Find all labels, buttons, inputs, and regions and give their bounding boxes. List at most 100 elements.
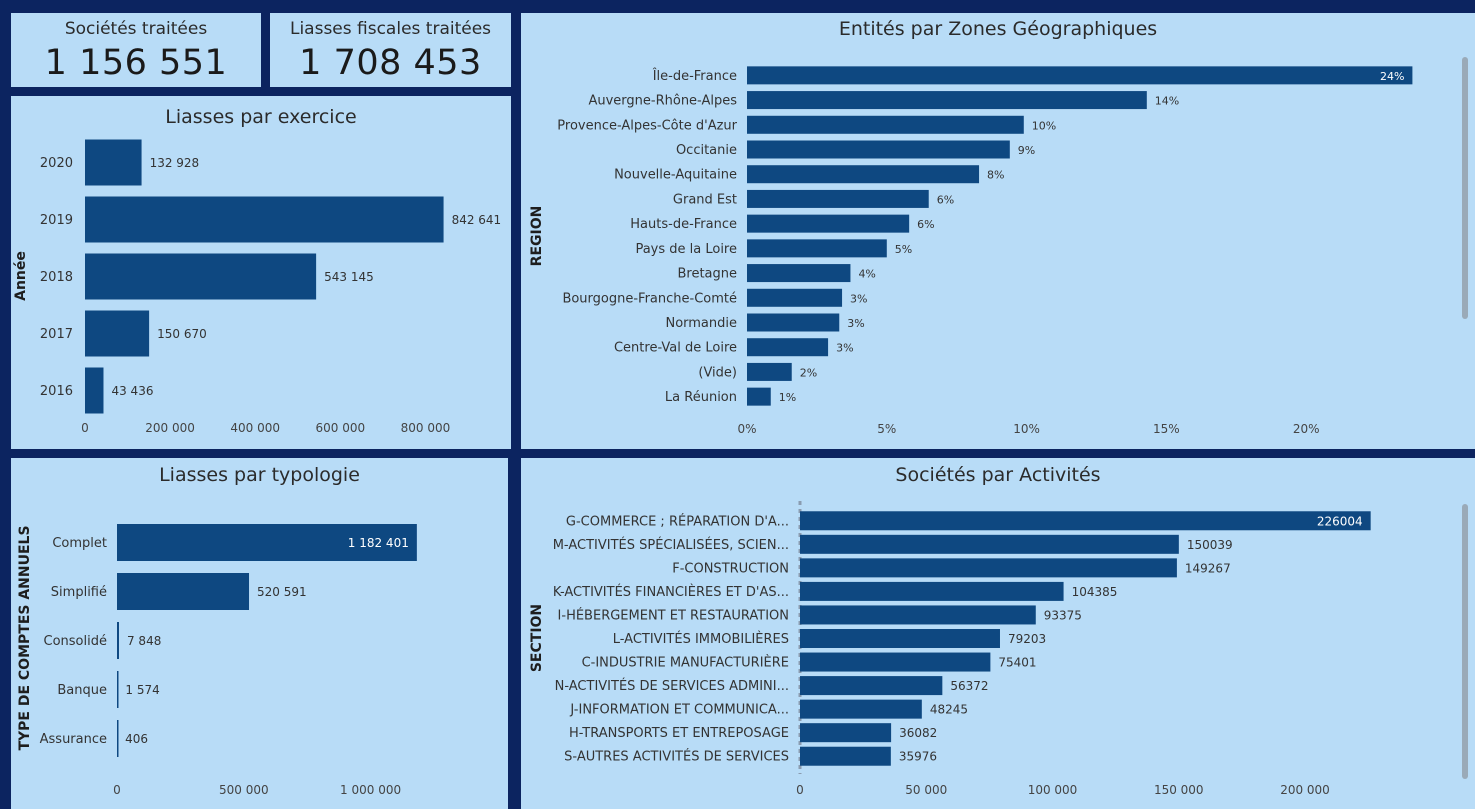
bar [117,720,119,757]
bar [800,676,943,696]
chart-typologie: Complet 1 182 401 Simplifié 520 591 Consolid… [17,524,417,797]
data-label: 9% [1018,144,1035,157]
data-label: 2% [800,366,817,379]
bar [800,511,1371,531]
panel-liasses-par-typologie: Liasses par typologie Complet 1 182 401 Si… [11,458,508,809]
category-label: Normandie [665,316,737,331]
data-label: 149267 [1185,561,1231,575]
y-axis-label: TYPE DE COMPTES ANNUELS [17,525,33,750]
category-label: N-ACTIVITÉS DE SERVICES ADMINI... [555,678,789,694]
category-label: H-TRANSPORTS ET ENTREPOSAGE [569,726,789,741]
category-label: Occitanie [676,143,737,158]
bar [800,581,1064,601]
category-label: S-AUTRES ACTIVITÉS DE SERVICES [564,749,789,765]
data-label: 543 145 [324,270,374,284]
data-label: 6% [937,193,954,206]
bar [747,66,1413,85]
category-label: F-CONSTRUCTION [672,561,789,576]
bar [747,288,843,307]
data-label: 3% [836,342,853,355]
chart-scrollbar[interactable] [1462,57,1468,319]
y-axis-label: REGION [529,206,545,267]
x-tick-label: 50 000 [905,783,947,797]
kpi-card-societes: Sociétés traitées 1 156 551 [11,13,261,87]
bar [117,671,119,708]
x-tick-label: 200 000 [1280,783,1330,797]
bar [747,313,840,332]
category-label: 2018 [40,270,73,285]
data-label: 43 436 [111,384,153,398]
category-label: K-ACTIVITÉS FINANCIÈRES ET D'AS... [553,584,789,600]
bar [85,253,317,300]
category-label: 2020 [40,156,73,171]
category-label: Provence-Alpes-Côte d'Azur [557,118,737,133]
data-label: 79203 [1008,632,1046,646]
category-label: Banque [57,683,107,698]
x-tick-label: 0 [796,783,804,797]
bar [747,362,792,381]
x-tick-label: 0 [81,421,89,435]
data-label: 132 928 [150,156,200,170]
x-tick-label: 200 000 [145,421,195,435]
x-tick-label: 500 000 [219,783,269,797]
chart-zones: Île-de-France 24% Auvergne-Rhône-Alpes 14% P… [529,66,1413,436]
x-tick-label: 800 000 [401,421,451,435]
data-label: 842 641 [452,213,502,227]
x-tick-label: 0 [113,783,121,797]
data-label: 3% [850,292,867,305]
data-label: 4% [858,268,875,281]
category-label: Centre-Val de Loire [614,341,737,356]
bar [85,139,142,186]
data-label: 14% [1155,95,1179,108]
bar [800,629,1000,648]
x-tick-label: 100 000 [1028,783,1078,797]
chart-title: Entités par Zones Géographiques [838,18,1158,40]
chart-activites: G-COMMERCE ; RÉPARATION D'A... 226004 M-AC… [529,501,1371,797]
data-label: 104385 [1072,585,1118,599]
data-label: 8% [987,169,1004,182]
bar [747,338,829,357]
chart-title: Liasses par exercice [165,106,357,128]
category-label: Pays de la Loire [635,242,737,257]
bar [747,264,851,283]
data-label: 1% [779,391,796,404]
category-label: Île-de-France [652,68,737,84]
bar [85,367,104,414]
bar [800,652,991,672]
data-label: 10% [1032,119,1056,132]
data-label: 1 574 [125,683,159,697]
data-label: 520 591 [257,585,307,599]
x-tick-label: 0% [737,422,756,436]
category-label: La Réunion [665,390,737,405]
category-label: 2019 [40,213,73,228]
x-tick-label: 600 000 [316,421,366,435]
category-label: I-HÉBERGEMENT ET RESTAURATION [558,607,789,623]
bar [800,699,922,719]
bar [117,573,250,610]
data-label: 5% [895,243,912,256]
category-label: Complet [52,536,107,551]
data-label: 150039 [1187,538,1233,552]
panel-liasses-par-exercice: Liasses par exercice 2020 132 928 2019 842 … [11,96,511,449]
bar [800,605,1036,625]
bar [800,723,892,743]
x-tick-label: 20% [1293,422,1320,436]
data-label: 3% [847,317,864,330]
data-label: 75401 [998,656,1036,670]
category-label: 2016 [40,384,73,399]
bar [85,196,444,243]
chart-scrollbar[interactable] [1462,504,1468,779]
kpi-value: 1 708 453 [299,43,482,83]
y-axis-label: SECTION [529,604,545,672]
x-tick-label: 10% [1013,422,1040,436]
data-label: 48245 [930,703,968,717]
category-label: L-ACTIVITÉS IMMOBILIÈRES [613,631,789,647]
category-label: Bretagne [677,267,737,282]
data-label: 35976 [899,750,937,764]
bar [800,534,1179,554]
category-label: Nouvelle-Aquitaine [614,168,737,183]
x-tick-label: 5% [877,422,896,436]
data-label: 1 182 401 [348,536,409,550]
chart-exercice: 2020 132 928 2019 842 641 2018 543 145 2017 150… [13,139,502,435]
category-label: J-INFORMATION ET COMMUNICA... [569,703,789,718]
